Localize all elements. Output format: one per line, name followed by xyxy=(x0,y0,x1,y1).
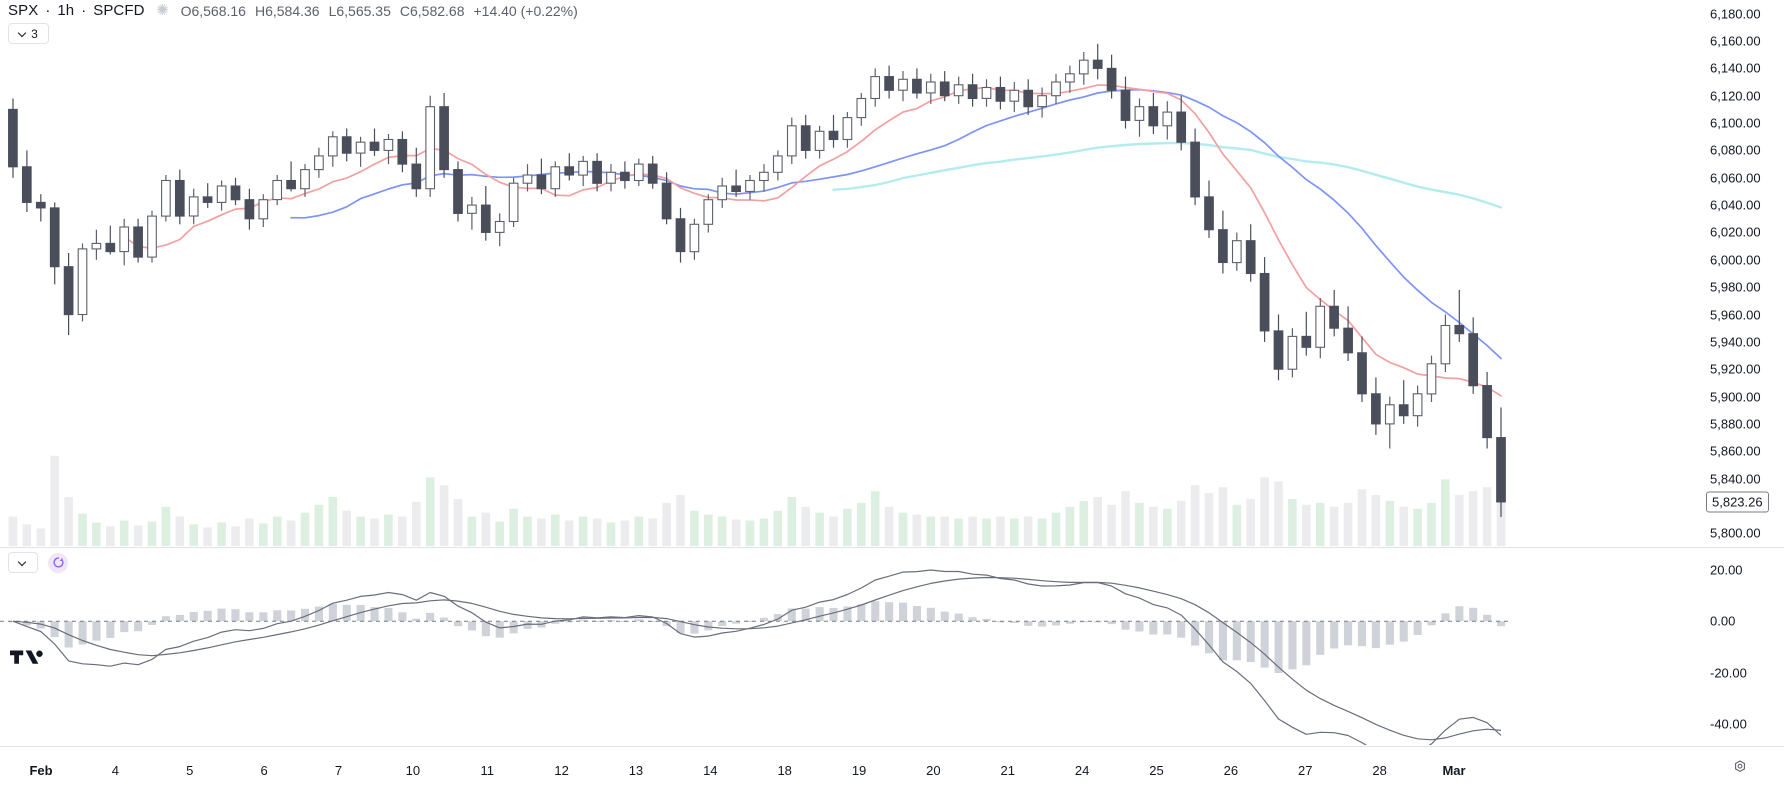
time-axis-label: 18 xyxy=(777,763,792,778)
price-axis-label: 6,080.00 xyxy=(1710,142,1761,158)
time-axis-label: Feb xyxy=(29,763,53,778)
macd-pane[interactable] xyxy=(0,549,1700,745)
ma-mid-line xyxy=(290,88,1502,360)
price-pane[interactable] xyxy=(0,0,1700,547)
price-change: +14.40 (+0.22%) xyxy=(473,2,578,19)
macd-axis-label: 20.00 xyxy=(1710,562,1743,578)
ohlc-c: C6,582.68 xyxy=(399,2,465,19)
macd-scale[interactable]: 20.00 0.00 -20.00 -40.00 xyxy=(1700,549,1784,745)
time-axis-label: 26 xyxy=(1223,763,1239,778)
time-axis-label: 27 xyxy=(1298,763,1313,778)
price-axis-label: 6,140.00 xyxy=(1710,60,1761,76)
price-axis-label: 5,940.00 xyxy=(1710,334,1761,350)
ohlc-o: O6,568.16 xyxy=(180,2,246,19)
symbol-ticker[interactable]: SPX xyxy=(8,2,39,19)
price-plot[interactable] xyxy=(0,0,1700,547)
time-axis-label: 11 xyxy=(480,763,494,778)
ohlc-l: L6,565.35 xyxy=(328,2,391,19)
macd-plot[interactable] xyxy=(0,549,1700,745)
time-axis-label: 5 xyxy=(186,763,194,778)
macd-axis-label: 0.00 xyxy=(1710,613,1736,629)
time-axis-label: 13 xyxy=(628,763,644,778)
price-axis-label: 6,040.00 xyxy=(1710,197,1761,213)
snowflake-icon[interactable]: ✺ xyxy=(156,2,169,19)
macd-collapse-button[interactable] xyxy=(8,552,38,573)
time-axis-label: Mar xyxy=(1442,763,1466,778)
time-axis-label: 20 xyxy=(926,763,941,778)
legend-collapse-count: 3 xyxy=(31,26,38,41)
price-axis-label: 6,100.00 xyxy=(1710,115,1761,131)
refresh-icon[interactable] xyxy=(48,552,68,573)
price-axis-label: 6,160.00 xyxy=(1710,33,1761,49)
price-axis-label: 5,980.00 xyxy=(1710,279,1761,295)
macd-line xyxy=(12,569,1502,745)
time-axis-label: 4 xyxy=(111,763,119,778)
price-axis-label: 6,020.00 xyxy=(1710,224,1761,240)
price-axis-label: 6,120.00 xyxy=(1710,88,1761,104)
macd-axis-label: -40.00 xyxy=(1710,716,1747,732)
ohlc-values: O6,568.16 H6,584.36 L6,565.35 C6,582.68 +14.… xyxy=(181,3,578,19)
price-axis-label: 5,960.00 xyxy=(1710,307,1761,323)
macd-axis-label: -20.00 xyxy=(1710,665,1747,681)
time-axis-label: 19 xyxy=(851,763,867,778)
chart-legend: SPX · 1h · SPCFD ✺ O6,568.16 H6,584.36 L6,… xyxy=(8,2,578,19)
chevron-down-icon xyxy=(19,558,28,567)
price-axis-label: 6,060.00 xyxy=(1710,170,1761,186)
time-axis-label: 10 xyxy=(405,763,421,778)
price-axis-label: 6,000.00 xyxy=(1710,252,1761,268)
pane-divider-1 xyxy=(0,547,1784,548)
time-axis-label: 28 xyxy=(1372,763,1387,778)
price-axis-label: 6,180.00 xyxy=(1710,6,1761,22)
macd-pane-legend xyxy=(8,552,68,573)
price-scale[interactable]: 6,180.00 6,160.00 6,140.00 6,120.00 6,100.00… xyxy=(1700,0,1784,547)
price-axis-label: 5,900.00 xyxy=(1710,389,1761,405)
ohlc-h: H6,584.36 xyxy=(254,2,320,19)
current-price-badge[interactable]: 5,823.26 xyxy=(1706,491,1769,513)
price-axis-label: 5,800.00 xyxy=(1710,525,1761,541)
time-axis-label: 6 xyxy=(260,763,268,778)
volume-series xyxy=(8,455,1506,546)
time-axis-label: 24 xyxy=(1074,763,1090,778)
time-scale[interactable]: Feb 4 5 6 7 10 11 12 13 14 18 19 20 21 24 25 26 27 28 Mar xyxy=(0,746,1784,795)
ma-slow-line xyxy=(832,141,1503,209)
title-separator-1: · xyxy=(45,2,51,19)
symbol-exchange[interactable]: SPCFD xyxy=(93,2,145,19)
tradingview-logo[interactable] xyxy=(10,648,44,672)
time-axis-label: 7 xyxy=(334,763,343,778)
title-separator-2: · xyxy=(81,2,87,19)
time-axis-label: 21 xyxy=(1000,763,1016,778)
candlestick-series[interactable] xyxy=(8,43,1506,517)
macd-signal-line xyxy=(12,576,1502,741)
price-axis-label: 5,920.00 xyxy=(1710,361,1761,377)
macd-histogram xyxy=(8,601,1506,673)
chevron-down-icon xyxy=(19,29,28,38)
time-axis-label: 25 xyxy=(1149,763,1164,778)
ma-fast-line xyxy=(123,84,1502,397)
time-axis-label: 12 xyxy=(554,763,569,778)
price-axis-label: 5,840.00 xyxy=(1710,471,1761,487)
symbol-interval[interactable]: 1h xyxy=(57,2,75,19)
legend-collapse-badge[interactable]: 3 xyxy=(8,23,49,44)
price-axis-label: 5,880.00 xyxy=(1710,416,1761,432)
gear-icon[interactable] xyxy=(1731,759,1749,777)
time-axis-label: 14 xyxy=(703,763,718,778)
price-axis-label: 5,860.00 xyxy=(1710,443,1761,459)
